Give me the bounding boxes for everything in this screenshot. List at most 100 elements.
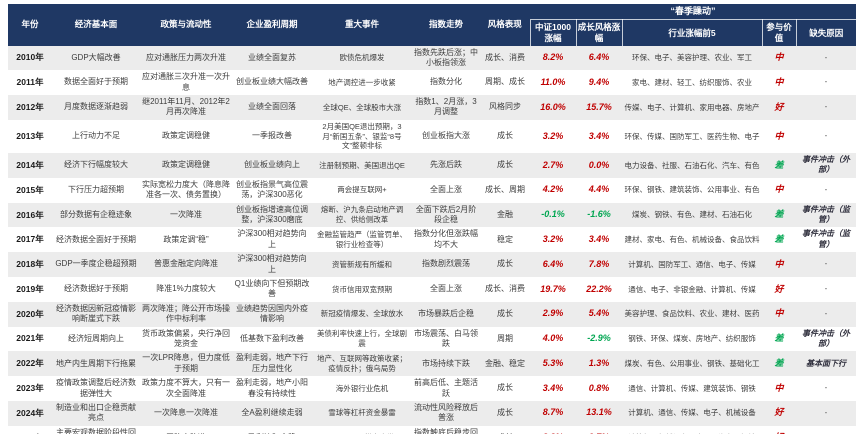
table-row: 2016年 部分数据有企稳迹象 一次降准 创业板指增速高位调整，沪深300磨底 … bbox=[8, 202, 857, 228]
cell-index-trend: 指数分化但涨跌幅均不大 bbox=[412, 227, 480, 253]
cell-growth-gain: 0.8% bbox=[576, 376, 622, 401]
cell-index-trend: 市场震荡、白马领跌 bbox=[412, 326, 480, 352]
cell-style: 成长、消费 bbox=[480, 277, 530, 302]
cell-style: 金融 bbox=[480, 202, 530, 228]
cell-participation-value: 差 bbox=[762, 202, 796, 228]
cell-growth-gain: -1.6% bbox=[576, 202, 622, 228]
col-header-profit: 企业盈利周期 bbox=[232, 4, 312, 46]
cell-participation-value: 中 bbox=[762, 45, 796, 71]
table-row: 2014年 经济下行幅度较大 政策定调稳健 创业板业绩向上 注册制预期、美国退出… bbox=[8, 153, 857, 178]
cell-policy: 应对通胀压力两次升准 bbox=[140, 45, 232, 71]
cell-absence-reason: - bbox=[796, 301, 857, 327]
cell-absence-reason: - bbox=[796, 177, 857, 203]
cell-index-trend: 指数1、2月涨，3月调整 bbox=[412, 95, 480, 120]
table-row: 2018年 GDP一季度企稳超预期 普惠金融定向降准 沪深300相对趋势向上 资… bbox=[8, 252, 857, 277]
cell-policy: 一次LPR降息，但力度低于预期 bbox=[140, 351, 232, 377]
cell-index-trend: 创业板指大涨 bbox=[412, 119, 480, 154]
cell-economy: 月度数据逐渐趋弱 bbox=[52, 95, 140, 120]
cell-style: 成长 bbox=[480, 153, 530, 178]
cell-events: 美债利率快速上行，全球剧震 bbox=[312, 326, 412, 352]
cell-growth-gain: 1.3% bbox=[576, 351, 622, 377]
cell-growth-gain: 13.1% bbox=[576, 400, 622, 426]
table-row: 2010年 GDP大幅改善 应对通胀压力两次升准 业绩全面复苏 欧债危机爆发 指… bbox=[8, 45, 857, 71]
cell-industries: 电力设备、社服、石油石化、汽车、有色 bbox=[622, 153, 762, 178]
cell-events: 金融监管趋严（监管罚单、银行业检查等） bbox=[312, 227, 412, 253]
cell-economy: 制造业和出口企稳贡献亮点 bbox=[52, 400, 140, 426]
cell-economy: 下行压力超预期 bbox=[52, 177, 140, 203]
cell-growth-gain: -2.9% bbox=[576, 326, 622, 352]
cell-participation-value: 好 bbox=[762, 425, 796, 434]
cell-economy: 主要宏观数据阶段性回暖 bbox=[52, 425, 140, 434]
cell-style: 成长 bbox=[480, 252, 530, 277]
cell-growth-gain: 4.4% bbox=[576, 177, 622, 203]
cell-policy: 政策定调稳健 bbox=[140, 153, 232, 178]
cell-year: 2017年 bbox=[8, 227, 52, 253]
col-header-events: 重大事件 bbox=[312, 4, 412, 46]
cell-absence-reason: - bbox=[796, 70, 857, 96]
cell-profit: 创业板业绩大幅改善 bbox=[232, 70, 312, 96]
cell-industries: 计算机、国防军工、通信、电子、传媒 bbox=[622, 252, 762, 277]
cell-participation-value: 中 bbox=[762, 70, 796, 96]
cell-economy: 经济数据因新冠疫情影响断崖式下跌 bbox=[52, 301, 140, 327]
cell-csi1000-gain: 11.0% bbox=[530, 70, 576, 96]
cell-events: 地产、互联网等政策收紧；疫情反扑；俄乌局势 bbox=[312, 351, 412, 377]
cell-growth-gain: 3.4% bbox=[576, 119, 622, 154]
table-row: 2015年 下行压力超预期 实际宽松力度大（降息降准各一次、债务置换） 创业板指… bbox=[8, 177, 857, 203]
col-header-growth-gain: 成长风格涨幅 bbox=[575, 19, 622, 46]
table-body: 2010年 GDP大幅改善 应对通胀压力两次升准 业绩全面复苏 欧债危机爆发 指… bbox=[8, 45, 857, 434]
cell-profit: 创业板业绩向上 bbox=[232, 153, 312, 178]
cell-profit: 一季报改善 bbox=[232, 119, 312, 154]
table-row: 2024年 制造业和出口企稳贡献亮点 一次降息一次降准 全A盈利继续走弱 雪球等… bbox=[8, 400, 857, 426]
cell-year: 2019年 bbox=[8, 277, 52, 302]
cell-growth-gain: 7.8% bbox=[576, 252, 622, 277]
cell-csi1000-gain: 5.3% bbox=[530, 351, 576, 377]
cell-absence-reason: - bbox=[796, 119, 857, 154]
cell-participation-value: 差 bbox=[762, 326, 796, 352]
cell-participation-value: 好 bbox=[762, 95, 796, 120]
cell-policy: 两次降准；降公开市场操作中标利率 bbox=[140, 301, 232, 327]
cell-events: 海外银行业危机 bbox=[312, 376, 412, 401]
cell-growth-gain: 9.7% bbox=[576, 425, 622, 434]
cell-economy: 地产内生周期下行拖累 bbox=[52, 351, 140, 377]
cell-index-trend: 全面下跌后2月阶段企稳 bbox=[412, 202, 480, 228]
cell-csi1000-gain: 3.2% bbox=[530, 119, 576, 154]
cell-style: 稳定 bbox=[480, 227, 530, 253]
cell-events: 新冠疫情爆发、全球放水 bbox=[312, 301, 412, 327]
cell-profit: Q1业绩向下但预期改善 bbox=[232, 277, 312, 302]
cell-industries: 传媒、电子、计算机、家用电器、房地产 bbox=[622, 95, 762, 120]
cell-events: 全球QE、全球股市大涨 bbox=[312, 95, 412, 120]
table-row: 2021年 经济短周期向上 货币政策偏紧，央行净回笼资金 低基数下盈利改善 美债… bbox=[8, 326, 857, 352]
cell-policy: 实际宽松力度大（降息降准各一次、债务置换） bbox=[140, 177, 232, 203]
cell-participation-value: 中 bbox=[762, 119, 796, 154]
col-header-economy: 经济基本面 bbox=[52, 4, 140, 46]
cell-participation-value: 好 bbox=[762, 277, 796, 302]
cell-industries: 通信、电子、非银金融、计算机、传媒 bbox=[622, 277, 762, 302]
cell-absence-reason: - bbox=[796, 95, 857, 120]
header-row-sub: 中证1000涨幅 成长风格涨幅 行业涨幅前5 参与价值 缺失原因 bbox=[8, 19, 857, 46]
cell-year: 2013年 bbox=[8, 119, 52, 154]
cell-growth-gain: 6.4% bbox=[576, 45, 622, 71]
cell-style: 周期、成长 bbox=[480, 70, 530, 96]
cell-economy: 经济数据好于预期 bbox=[52, 277, 140, 302]
cell-policy: 一次降准 bbox=[140, 202, 232, 228]
cell-absence-reason: - bbox=[796, 425, 857, 434]
cell-csi1000-gain: 19.7% bbox=[530, 277, 576, 302]
cell-profit: 创业板指增速高位调整，沪深300磨底 bbox=[232, 202, 312, 228]
cell-policy: 政策定调“稳” bbox=[140, 227, 232, 253]
cell-style: 风格同步 bbox=[480, 95, 530, 120]
cell-absence-reason: - bbox=[796, 400, 857, 426]
col-header-style: 风格表现 bbox=[480, 4, 530, 46]
cell-profit: 沪深300相对趋势向上 bbox=[232, 252, 312, 277]
cell-year: 2018年 bbox=[8, 252, 52, 277]
cell-csi1000-gain: 2.9% bbox=[530, 301, 576, 327]
cell-events: 资管新规有所缓和 bbox=[312, 252, 412, 277]
cell-index-trend: 市场持续下跌 bbox=[412, 351, 480, 377]
cell-growth-gain: 15.7% bbox=[576, 95, 622, 120]
cell-index-trend: 流动性风险释放后普涨 bbox=[412, 400, 480, 426]
cell-year: 2012年 bbox=[8, 95, 52, 120]
cell-index-trend: 指数剧烈震荡 bbox=[412, 252, 480, 277]
header-row-top: 年份 经济基本面 政策与流动性 企业盈利周期 重大事件 指数走势 风格表现 “春… bbox=[8, 4, 857, 46]
cell-index-trend: 指数先跌后涨；中小板指领涨 bbox=[412, 45, 480, 71]
cell-csi1000-gain: 3.4% bbox=[530, 376, 576, 401]
cell-year: 2016年 bbox=[8, 202, 52, 228]
